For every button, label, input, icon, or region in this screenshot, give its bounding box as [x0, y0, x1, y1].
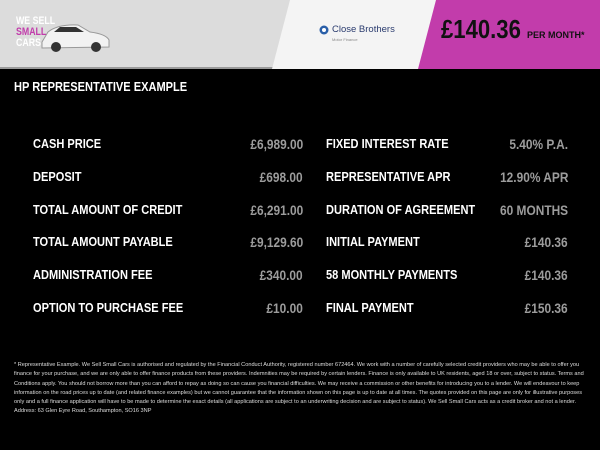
finance-label: 58 MONTHLY PAYMENTS [326, 267, 458, 282]
per-month-label: PER MONTH* [527, 30, 585, 40]
logo-line3: CARS [16, 37, 41, 49]
finance-label: FIXED INTEREST RATE [326, 136, 449, 151]
finance-row: TOTAL AMOUNT OF CREDIT £6,291.00 [33, 202, 303, 220]
finance-value: 12.90% APR [499, 169, 568, 185]
finance-label: DEPOSIT [33, 169, 82, 184]
car-icon [41, 24, 110, 52]
finance-value: £140.36 [524, 267, 568, 283]
finance-row: ADMINISTRATION FEE £340.00 [33, 267, 303, 285]
finance-value: £6,989.00 [250, 136, 303, 152]
finance-value: 60 MONTHS [499, 202, 568, 218]
lender-logo: Close Brothers Motor Finance [319, 24, 395, 42]
section-title: HP REPRESENTATIVE EXAMPLE [14, 79, 188, 94]
finance-row: FIXED INTEREST RATE 5.40% P.A. [326, 136, 568, 154]
finance-label: FINAL PAYMENT [326, 300, 414, 315]
finance-value: £140.36 [524, 234, 568, 250]
finance-row: DEPOSIT £698.00 [33, 169, 303, 187]
finance-row: INITIAL PAYMENT £140.36 [326, 234, 568, 252]
finance-label: CASH PRICE [33, 136, 102, 151]
finance-value: 5.40% P.A. [509, 136, 568, 152]
finance-label: INITIAL PAYMENT [326, 234, 420, 249]
finance-value: £698.00 [259, 169, 303, 185]
price-panel [418, 0, 600, 69]
logo-line2: SMALL [16, 26, 47, 38]
logo-line1: WE SELL [16, 15, 56, 27]
finance-value: £150.36 [524, 300, 568, 316]
finance-row: REPRESENTATIVE APR 12.90% APR [326, 169, 568, 187]
disclaimer: * Representative Example. We Sell Small … [14, 362, 584, 415]
finance-label: ADMINISTRATION FEE [33, 267, 153, 282]
finance-row: CASH PRICE £6,989.00 [33, 136, 303, 154]
monthly-price: £140.36 [441, 14, 521, 44]
finance-label: DURATION OF AGREEMENT [326, 202, 476, 217]
finance-value: £6,291.00 [250, 202, 303, 218]
finance-label: REPRESENTATIVE APR [326, 169, 451, 184]
finance-value: £9,129.60 [250, 234, 303, 250]
finance-row: DURATION OF AGREEMENT 60 MONTHS [326, 202, 568, 220]
finance-value: £340.00 [259, 267, 303, 283]
finance-label: TOTAL AMOUNT OF CREDIT [33, 202, 183, 217]
finance-value: £10.00 [266, 300, 303, 316]
finance-label: TOTAL AMOUNT PAYABLE [33, 234, 173, 249]
finance-row: 58 MONTHLY PAYMENTS £140.36 [326, 267, 568, 285]
lender-sub: Motor Finance [332, 37, 358, 42]
close-brothers-icon [319, 25, 329, 34]
finance-row: FINAL PAYMENT £150.36 [326, 300, 568, 318]
dealer-logo: WE SELL SMALL CARS [16, 15, 110, 56]
lender-name: Close Brothers [332, 24, 395, 35]
finance-row: OPTION TO PURCHASE FEE £10.00 [33, 300, 303, 318]
finance-label: OPTION TO PURCHASE FEE [33, 300, 184, 315]
finance-row: TOTAL AMOUNT PAYABLE £9,129.60 [33, 234, 303, 252]
